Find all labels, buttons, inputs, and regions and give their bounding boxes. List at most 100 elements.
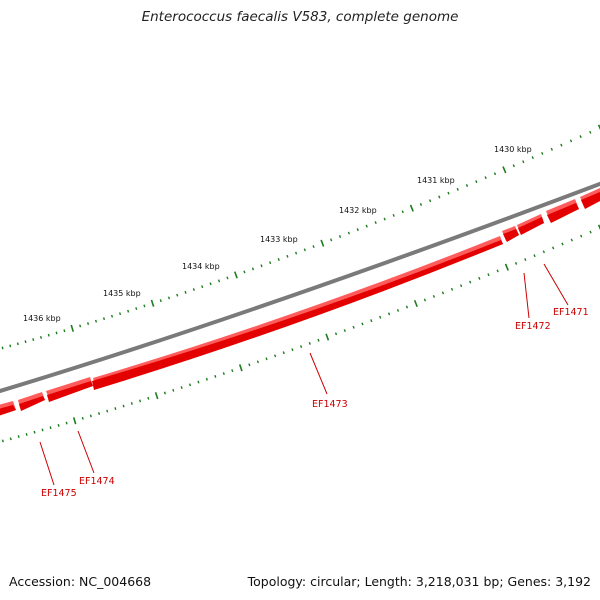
inner-minor-tick	[496, 269, 499, 273]
kbp-label-1431: 1431 kbp	[417, 176, 455, 185]
inner-minor-tick	[97, 412, 101, 415]
inner-minor-tick	[214, 374, 217, 378]
inner-minor-tick	[478, 276, 481, 280]
outer-minor-tick	[550, 147, 553, 151]
inner-minor-tick	[9, 437, 12, 441]
inner-minor-tick	[130, 402, 133, 405]
outer-minor-tick	[347, 231, 350, 235]
callout-line-ef1471	[543, 263, 569, 306]
inner-minor-tick	[580, 234, 583, 238]
inner-minor-tick	[231, 369, 234, 373]
inner-minor-tick	[459, 284, 463, 288]
outer-minor-tick	[201, 285, 204, 289]
gene-ef1474-b[interactable]	[46, 377, 93, 402]
outer-minor-tick	[217, 279, 221, 283]
gene-track	[0, 188, 600, 416]
outer-minor-tick	[286, 254, 289, 258]
kbp-label-1436: 1436 kbp	[23, 314, 61, 323]
inner-major-tick	[154, 392, 159, 400]
outer-minor-tick	[484, 176, 487, 180]
outer-minor-tick	[312, 245, 315, 249]
inner-minor-tick	[89, 414, 92, 418]
inner-minor-tick	[308, 341, 311, 345]
outer-minor-tick	[127, 309, 130, 313]
inner-major-tick	[238, 364, 243, 372]
inner-minor-tick	[248, 363, 251, 367]
inner-minor-tick	[188, 383, 192, 387]
outer-minor-tick	[531, 156, 534, 160]
outer-major-tick	[597, 124, 600, 130]
outer-minor-tick	[277, 258, 280, 261]
outer-minor-tick	[374, 221, 377, 225]
inner-major-tick	[413, 299, 418, 308]
outer-minor-tick	[365, 224, 368, 228]
genome-title: Enterococcus faecalis V583, complete gen…	[141, 9, 459, 25]
gene-ef1475[interactable]	[0, 401, 16, 416]
inner-major-tick	[325, 333, 330, 341]
inner-minor-tick	[469, 280, 472, 284]
outer-minor-tick	[260, 264, 263, 268]
gene-ef1471[interactable]	[546, 199, 579, 223]
gene-ef1473[interactable]	[92, 236, 503, 390]
inner-minor-tick	[551, 246, 555, 250]
inner-minor-tick	[396, 308, 400, 312]
inner-minor-tick	[514, 261, 518, 265]
gene-ef1474[interactable]	[18, 392, 45, 411]
outer-minor-tick	[184, 290, 187, 294]
inner-minor-tick	[317, 338, 320, 342]
inner-minor-tick	[147, 396, 150, 400]
outer-minor-tick	[110, 314, 114, 318]
inner-minor-tick	[274, 354, 277, 358]
inner-minor-tick	[256, 360, 260, 364]
outer-minor-tick	[192, 288, 195, 291]
outer-minor-tick	[167, 296, 171, 300]
gene-ef1472-b[interactable]	[517, 214, 544, 235]
outer-minor-tick	[579, 135, 582, 139]
outer-minor-tick	[47, 333, 50, 337]
inner-minor-tick	[450, 287, 454, 291]
gene-ef1470[interactable]	[580, 188, 600, 209]
outer-minor-tick	[356, 228, 359, 232]
outer-minor-tick	[401, 210, 404, 214]
outer-minor-tick	[176, 293, 179, 297]
outer-minor-tick	[119, 312, 122, 316]
inner-minor-tick	[222, 372, 225, 376]
outer-minor-tick	[330, 238, 333, 242]
outer-major-tick	[409, 204, 414, 212]
kbp-label-1435: 1435 kbp	[103, 289, 141, 298]
outer-minor-tick	[159, 299, 162, 303]
outer-tick-ring	[1, 124, 600, 350]
inner-minor-tick	[1, 439, 4, 443]
inner-minor-tick	[41, 428, 44, 432]
outer-minor-tick	[1, 346, 4, 350]
outer-minor-tick	[428, 199, 432, 203]
outer-minor-tick	[243, 270, 246, 274]
kbp-label-1430: 1430 kbp	[494, 145, 532, 154]
outer-minor-tick	[560, 143, 563, 147]
gene-ef1472[interactable]	[502, 226, 519, 242]
outer-major-tick	[502, 166, 507, 174]
outer-minor-tick	[303, 248, 306, 252]
inner-minor-tick	[352, 325, 355, 329]
outer-minor-tick	[55, 331, 58, 335]
inner-minor-tick	[205, 377, 208, 381]
outer-minor-tick	[87, 322, 90, 326]
kbp-label-1432: 1432 kbp	[339, 206, 377, 215]
gene-label-ef1472: EF1472	[515, 321, 551, 332]
outer-minor-tick	[226, 276, 229, 280]
outer-minor-tick	[63, 329, 66, 333]
inner-minor-tick	[334, 332, 338, 336]
callout-line-ef1473	[309, 352, 328, 395]
inner-minor-tick	[379, 315, 382, 319]
inner-minor-tick	[49, 426, 52, 430]
inner-minor-tick	[405, 305, 409, 309]
outer-minor-tick	[512, 164, 515, 168]
gene-label-ef1475: EF1475	[41, 488, 77, 499]
gene-label-ef1471: EF1471	[553, 307, 589, 318]
inner-minor-tick	[163, 391, 167, 395]
inner-minor-tick	[106, 409, 109, 413]
outer-minor-tick	[39, 335, 43, 339]
outer-minor-tick	[475, 180, 478, 184]
outer-major-tick	[70, 324, 75, 332]
